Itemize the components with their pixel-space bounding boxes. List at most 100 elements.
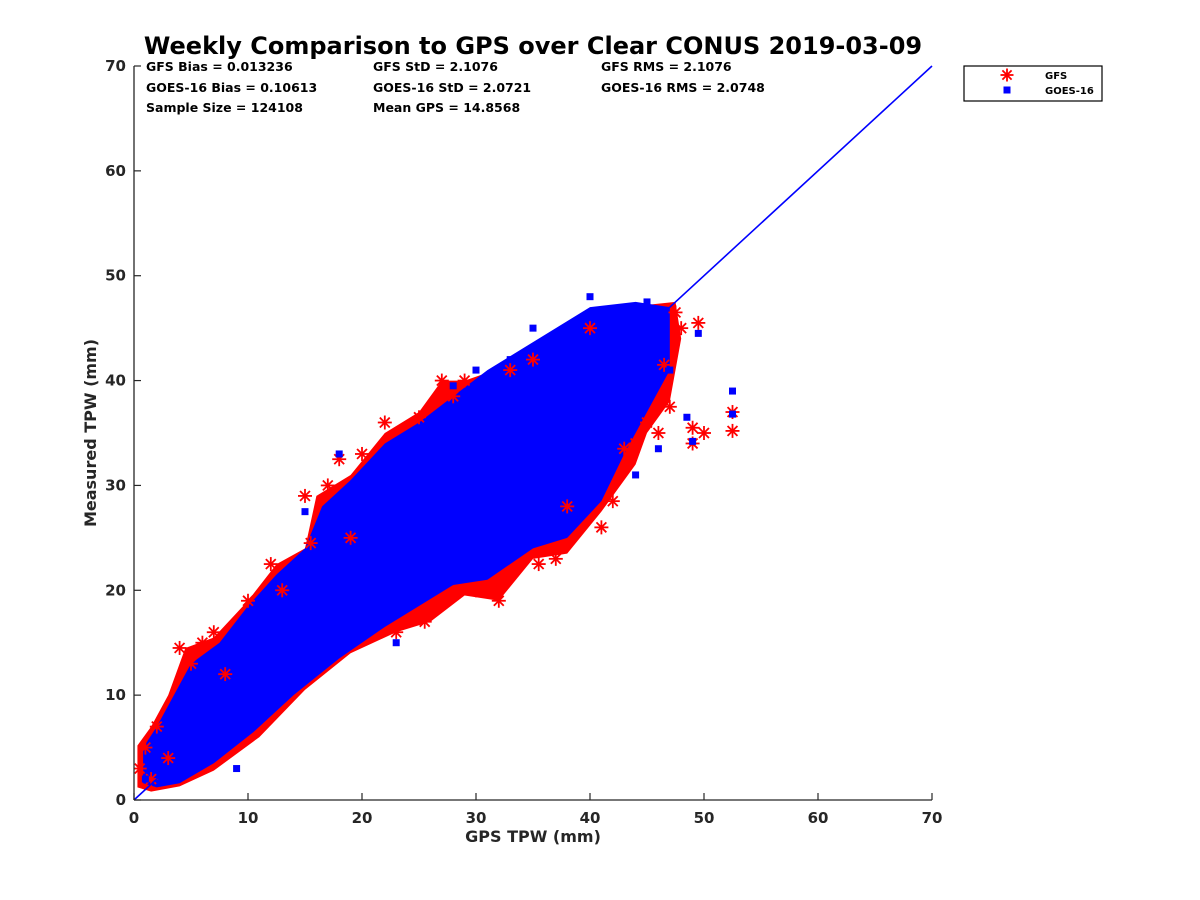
goes16-point [221,681,229,689]
legend-gfs-asterisk [1000,68,1014,82]
gfs-point [303,536,318,551]
gfs-point [218,667,233,682]
goes16-point [381,492,389,500]
goes16-point [347,565,355,573]
y-tick-label: 60 [105,162,126,180]
gfs-point [628,436,643,451]
gfs-point [640,415,654,430]
goes16-point [198,702,206,710]
goes16-point [335,450,343,458]
goes16-point [586,293,594,301]
gfs-point [691,315,706,330]
x-axis-ticks: 0 10 20 30 40 50 60 70 [129,793,943,827]
goes16-point [187,712,195,720]
legend-box [963,65,1103,102]
gfs-point [594,520,609,535]
gfs-point [697,426,711,440]
goes16-point [312,586,320,594]
gfs-point [434,373,449,388]
gfs-point [134,761,147,776]
x-tick-label: 50 [694,809,715,827]
goes16-point [255,607,263,615]
gfs-point [674,321,689,336]
gfs-point [668,305,683,320]
gfs-point [617,441,632,456]
gfs-point [298,488,312,503]
gfs-point [263,557,278,572]
gfs-point [206,625,221,640]
x-tick-label: 30 [466,809,487,827]
gfs-point [320,478,335,493]
gfs-point [389,625,404,640]
gfs-point [685,420,700,435]
stat-goes16-std: GOES-16 StD = 2.0721 [373,80,531,95]
gfs-point [605,494,620,509]
goes16-point [164,733,172,741]
gfs-point [149,719,164,734]
legend-gfs-marker [1000,68,1014,82]
gfs-point [355,446,369,461]
x-tick-label: 60 [808,809,829,827]
gfs-point [560,499,575,514]
gfs-point [412,410,426,425]
stat-gfs-rms: GFS RMS = 2.1076 [601,59,732,74]
x-tick-label: 40 [580,809,601,827]
stat-goes16-bias: GOES-16 Bias = 0.10613 [146,80,317,95]
goes16-point [552,335,560,343]
goes16-point [176,744,184,752]
goes16-point [529,324,537,332]
gfs-point [161,751,176,766]
gfs-point [526,352,540,367]
goes16-point [575,408,583,416]
goes16-point [632,471,640,479]
goes16-point [392,639,400,647]
legend-gfs-label: GFS [1045,71,1067,82]
gfs-point [343,530,358,545]
goes16-dense-cloud [143,301,670,788]
goes16-point [643,298,651,306]
x-tick-label: 70 [922,809,943,827]
goes16-point [404,481,412,489]
gfs-point [491,593,506,608]
stat-gfs-bias: GFS Bias = 0.013236 [146,59,293,74]
goes16-point [449,382,457,390]
y-tick-label: 50 [105,267,126,285]
x-axis-label: GPS TPW (mm) [465,827,601,846]
gfs-point [446,389,461,404]
goes16-point [540,481,548,489]
goes16-point [290,618,298,626]
one-to-one-reference-line [133,65,933,801]
goes16-point [597,377,605,385]
stat-mean-gps: Mean GPS = 14.8568 [373,100,520,115]
y-tick-label: 70 [105,57,126,75]
legend-goes16-label: GOES-16 [1045,86,1094,97]
chart-title: Weekly Comparison to GPS over Clear CONU… [144,32,922,60]
goes16-point [233,765,241,773]
stat-sample-size: Sample Size = 124108 [146,100,303,115]
goes16-point [518,419,526,427]
gfs-point [241,593,255,608]
goes16-point [267,639,275,647]
goes16-point [620,319,628,327]
stat-gfs-std: GFS StD = 2.1076 [373,59,498,74]
y-axis-ticks: 0 10 20 30 40 50 60 70 [105,57,141,809]
goes16-point [694,329,702,337]
goes16-point [632,377,640,385]
goes16-point [358,523,366,531]
axes [133,66,932,801]
gfs-point [725,423,740,438]
goes16-point [689,437,697,445]
gfs-point [651,426,666,440]
scatter-markers [134,293,740,787]
gfs-point [275,583,290,598]
gfs-point [172,640,187,655]
gfs-point [195,635,210,650]
goes16-point [426,450,434,458]
goes16-point [153,754,161,762]
goes16-point [495,429,503,437]
gfs-point [531,557,546,572]
goes16-point [301,508,309,516]
gfs-point [662,399,677,414]
gfs-point [184,656,198,671]
